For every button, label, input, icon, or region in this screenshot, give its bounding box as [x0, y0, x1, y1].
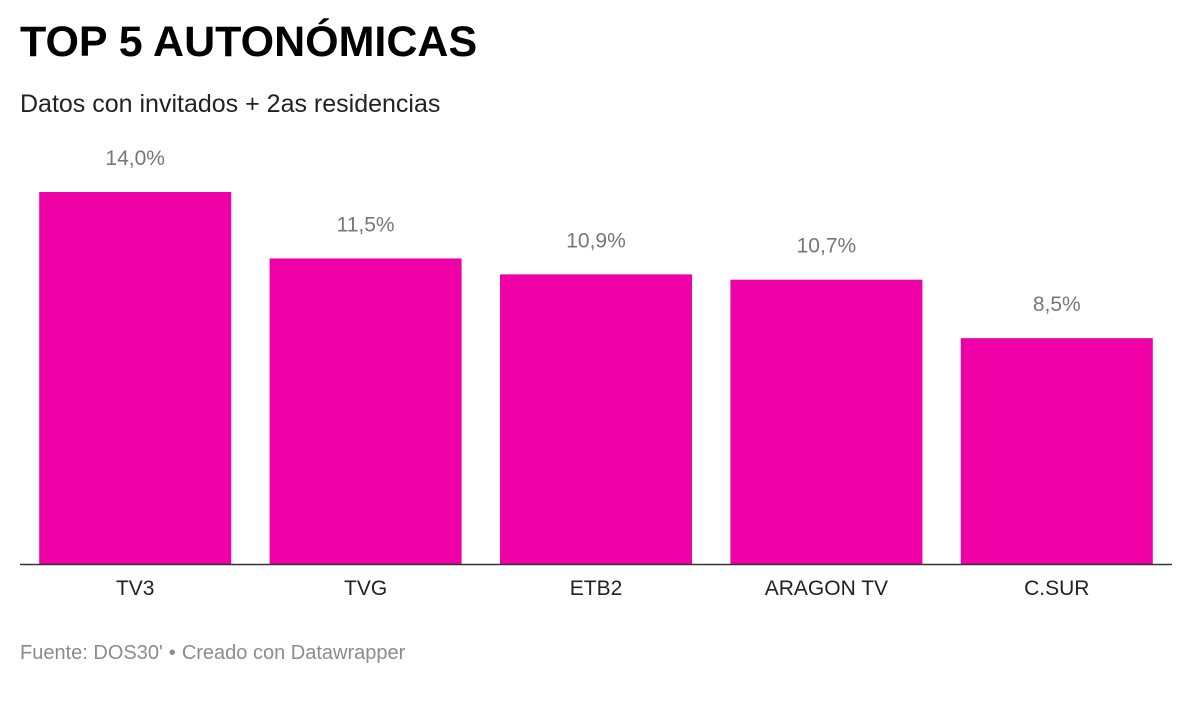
value-label: 11,5%: [337, 213, 395, 236]
bar-c-sur: [960, 338, 1153, 564]
category-label: TV3: [116, 577, 155, 600]
chart-footer: Fuente: DOS30' • Creado con Datawrapper: [20, 642, 405, 665]
bar-aragon-tv: [730, 279, 923, 564]
credit-link[interactable]: Creado con Datawrapper: [181, 642, 406, 664]
value-label: 10,9%: [566, 229, 626, 252]
value-label: 14,0%: [105, 147, 165, 170]
bar-etb2: [500, 274, 692, 564]
bar-tv3: [39, 192, 232, 564]
chart-title: TOP 5 AUTONÓMICAS: [20, 18, 478, 66]
footer-separator: •: [168, 642, 176, 664]
chart-subtitle: Datos con invitados + 2as residencias: [20, 90, 441, 118]
category-label: C.SUR: [1024, 577, 1089, 600]
category-label: ETB2: [570, 577, 623, 600]
source-text: Fuente: DOS30': [20, 642, 163, 664]
category-label: TVG: [344, 577, 387, 600]
bar-chart: 14,0% TV3 11,5% TVG 10,9% ETB2 10,7% ARAGON TV 8…: [20, 147, 1172, 600]
category-label: ARAGON TV: [765, 577, 888, 600]
value-label: 10,7%: [797, 235, 857, 258]
value-label: 8,5%: [1033, 293, 1081, 316]
bar-tvg: [269, 258, 462, 564]
